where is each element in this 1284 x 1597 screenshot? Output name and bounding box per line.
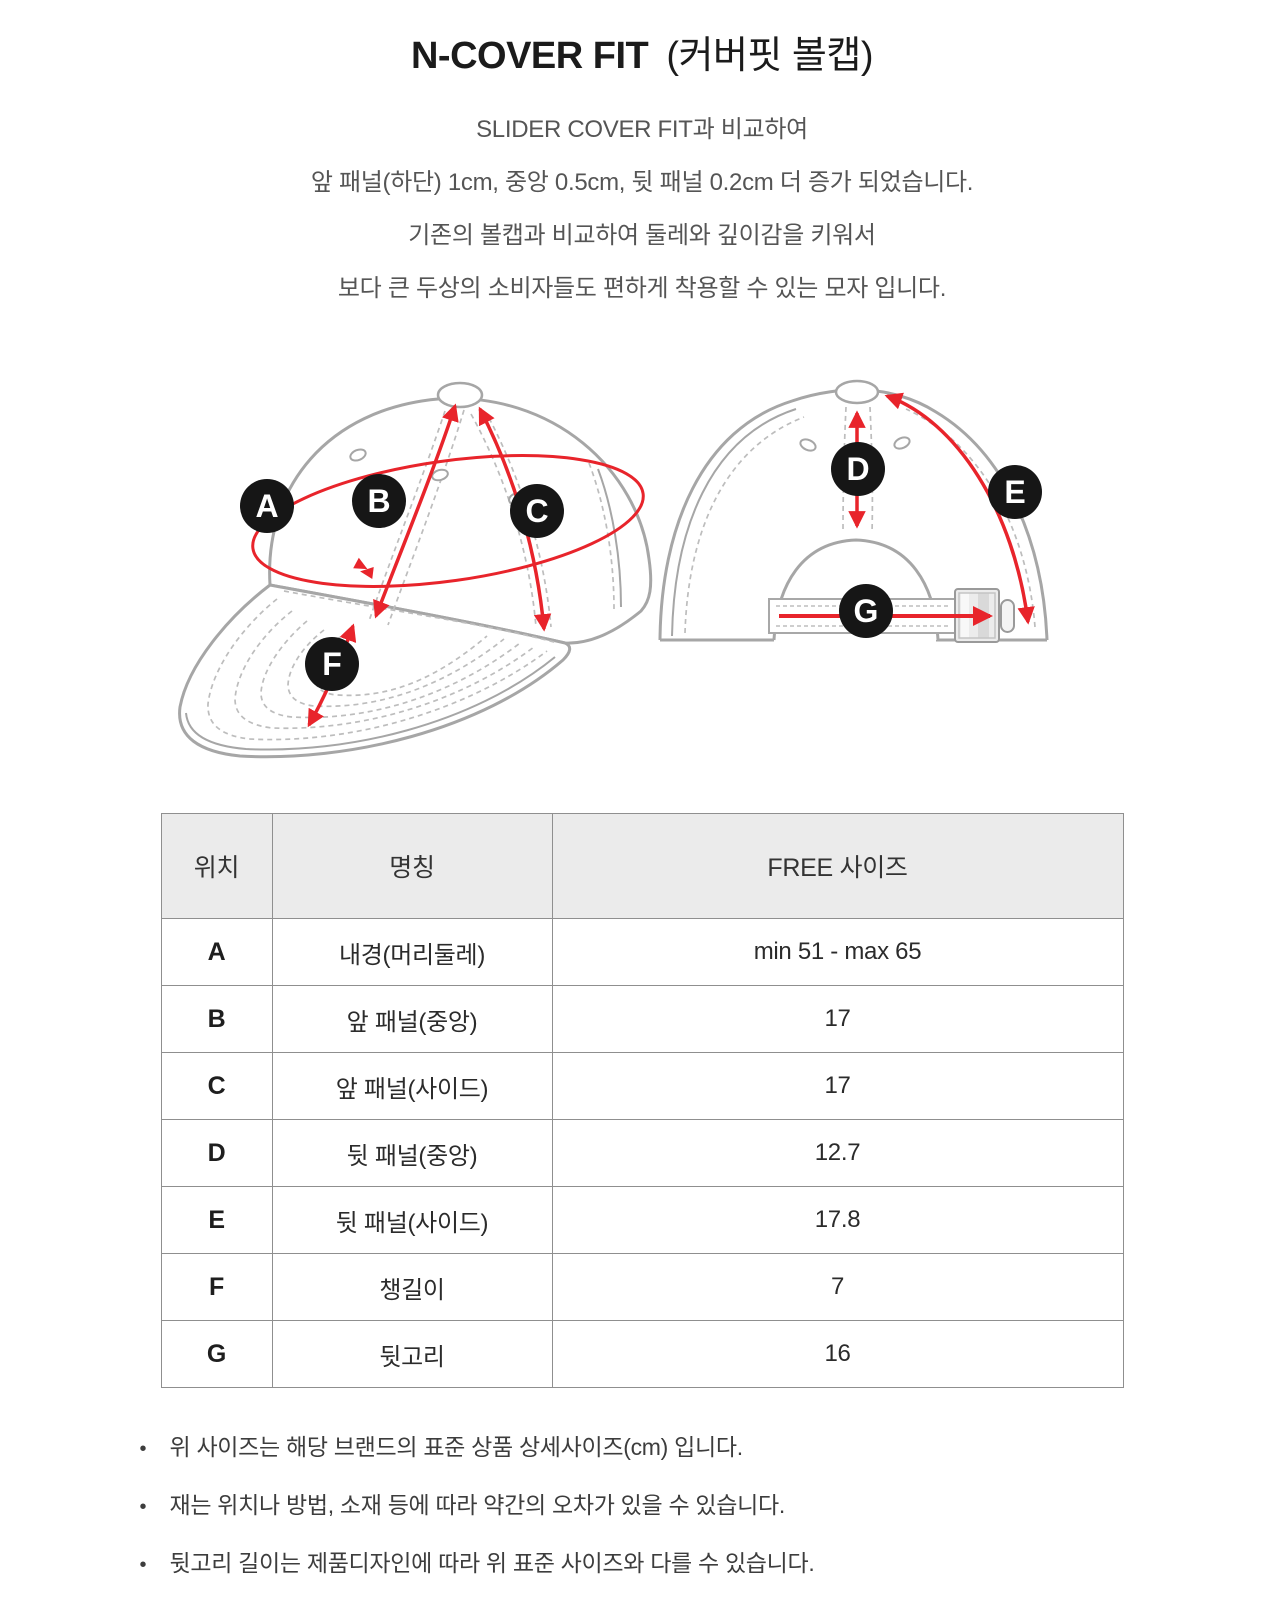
cell-name: 뒷 패널(중앙): [271, 1119, 553, 1187]
table-row: C 앞 패널(사이드) 17: [160, 1052, 1124, 1120]
bullet-icon: •: [139, 1438, 147, 1460]
cap-side-view-diagram: A B C F: [178, 381, 653, 759]
cap-measurement-svg: A B C F: [178, 379, 1049, 759]
table-row: A 내경(머리둘레) min 51 - max 65: [160, 918, 1124, 986]
cell-pos: F: [160, 1253, 273, 1321]
table-row: B 앞 패널(중앙) 17: [160, 985, 1124, 1053]
cap-back-view-diagram: D E G: [658, 379, 1049, 643]
cap-brim-outline: [178, 583, 572, 759]
crown-back-seam: [597, 468, 622, 608]
marker-badge-A: A: [240, 479, 294, 533]
bullet-icon: •: [139, 1554, 147, 1576]
back-left-seam: [671, 408, 797, 637]
measure-B-arrow: [373, 403, 459, 619]
cell-value: 17: [551, 985, 1124, 1053]
cell-value: 17.8: [551, 1186, 1124, 1254]
cell-pos: G: [160, 1320, 273, 1388]
cell-pos: D: [160, 1119, 273, 1187]
marker-badge-B: B: [352, 474, 406, 528]
footer-notes: • 위 사이즈는 해당 브랜드의 표준 상품 상세사이즈(cm) 입니다. • …: [140, 1428, 1145, 1578]
marker-badge-E: E: [988, 465, 1042, 519]
cell-name: 챙길이: [271, 1253, 553, 1321]
cell-name: 뒷고리: [271, 1320, 553, 1388]
description-line: 보다 큰 두상의 소비자들도 편하게 착용할 수 있는 모자 입니다.: [337, 275, 947, 302]
cap-back-button: [834, 379, 880, 405]
measure-E-arrow: [884, 392, 1035, 625]
table-row: F 챙길이 7: [160, 1253, 1124, 1321]
column-header-position: 위치: [160, 813, 273, 919]
cell-pos: B: [160, 985, 273, 1053]
note-text: 위 사이즈는 해당 브랜드의 표준 상품 상세사이즈(cm) 입니다.: [169, 1434, 744, 1460]
cell-name: 앞 패널(사이드): [271, 1052, 553, 1120]
marker-label-E: E: [1004, 474, 1025, 510]
column-header-name: 명칭: [271, 813, 553, 919]
product-description: SLIDER COVER FIT과 비교하여 앞 패널(하단) 1cm, 중앙 …: [0, 103, 1284, 315]
strap-ring: [1000, 599, 1015, 633]
measurement-diagram: A B C F: [0, 359, 1284, 779]
marker-label-C: C: [525, 493, 548, 529]
table-row: E 뒷 패널(사이드) 17.8: [160, 1186, 1124, 1254]
marker-label-D: D: [846, 451, 869, 487]
column-header-free-size: FREE 사이즈: [551, 813, 1124, 919]
cell-value: 7: [551, 1253, 1124, 1321]
marker-badge-C: C: [510, 484, 564, 538]
marker-badge-G: G: [839, 584, 893, 638]
cell-name: 뒷 패널(사이드): [271, 1186, 553, 1254]
cell-pos: C: [160, 1052, 273, 1120]
cell-pos: A: [160, 918, 273, 986]
marker-label-G: G: [854, 593, 879, 629]
size-table: 위치 명칭 FREE 사이즈 A 내경(머리둘레) min 51 - max 6…: [160, 813, 1124, 1388]
table-row: G 뒷고리 16: [160, 1320, 1124, 1388]
note-item: • 위 사이즈는 해당 브랜드의 표준 상품 상세사이즈(cm) 입니다.: [140, 1428, 1145, 1462]
note-text: 뒷고리 길이는 제품디자인에 따라 위 표준 사이즈와 다를 수 있습니다.: [169, 1550, 815, 1576]
note-item: • 뒷고리 길이는 제품디자인에 따라 위 표준 사이즈와 다를 수 있습니다.: [140, 1544, 1145, 1578]
cell-name: 앞 패널(중앙): [271, 985, 553, 1053]
cap-brim-edge-line: [185, 656, 556, 751]
table-row: D 뒷 패널(중앙) 12.7: [160, 1119, 1124, 1187]
marker-label-B: B: [367, 483, 390, 519]
cell-name: 내경(머리둘레): [271, 918, 553, 986]
marker-label-A: A: [255, 488, 278, 524]
description-line: SLIDER COVER FIT과 비교하여: [476, 116, 808, 143]
cell-value: 17: [551, 1052, 1124, 1120]
note-text: 재는 위치나 방법, 소재 등에 따라 약간의 오차가 있을 수 있습니다.: [169, 1492, 786, 1518]
marker-label-F: F: [322, 646, 342, 682]
description-line: 기존의 볼캡과 비교하여 둘레와 깊이감을 키워서: [408, 222, 876, 249]
page-title: N-COVER FIT (커버핏 볼캡): [0, 0, 1284, 79]
size-table-header-row: 위치 명칭 FREE 사이즈: [160, 813, 1124, 919]
page-title-main: N-COVER FIT: [410, 35, 649, 77]
cell-value: 16: [551, 1320, 1124, 1388]
bullet-icon: •: [139, 1496, 147, 1518]
marker-badge-D: D: [831, 442, 885, 496]
cell-pos: E: [160, 1186, 273, 1254]
description-line: 앞 패널(하단) 1cm, 중앙 0.5cm, 뒷 패널 0.2cm 더 증가 …: [310, 169, 974, 196]
page-title-sub: (커버핏 볼캡): [666, 35, 873, 77]
cell-value: min 51 - max 65: [551, 918, 1124, 986]
cap-top-button: [436, 381, 484, 409]
note-item: • 재는 위치나 방법, 소재 등에 따라 약간의 오차가 있을 수 있습니다.: [140, 1486, 1145, 1520]
marker-badge-F: F: [305, 637, 359, 691]
cell-value: 12.7: [551, 1119, 1124, 1187]
